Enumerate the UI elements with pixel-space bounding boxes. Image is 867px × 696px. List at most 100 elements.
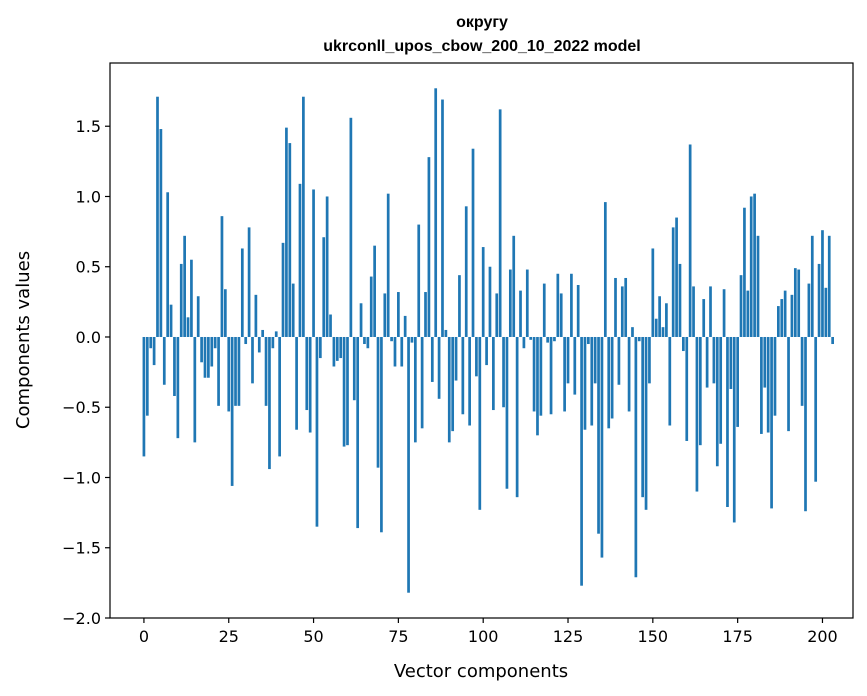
bar-183 <box>763 336 767 388</box>
bar-75 <box>397 292 400 337</box>
bar-120 <box>549 336 553 415</box>
bar-190 <box>787 336 790 432</box>
bar-80 <box>413 336 417 443</box>
bar-199 <box>817 263 821 337</box>
bar-93 <box>458 275 461 337</box>
bar-92 <box>454 336 458 381</box>
bar-14 <box>190 259 193 337</box>
bar-10 <box>176 336 180 439</box>
bar-111 <box>519 290 522 337</box>
bar-55 <box>329 314 332 337</box>
bar-193 <box>797 269 801 337</box>
bar-179 <box>749 196 753 337</box>
bar-196 <box>807 283 811 337</box>
chart-title-line-1: округу <box>456 14 508 31</box>
bar-0 <box>142 336 146 457</box>
bar-107 <box>505 336 509 489</box>
bar-136 <box>603 202 607 337</box>
bar-117 <box>539 336 543 416</box>
bar-153 <box>661 327 665 337</box>
y-tick-label: −1.0 <box>62 468 101 487</box>
x-tick-label: 0 <box>139 627 149 646</box>
x-axis-label: Vector components <box>394 661 568 682</box>
bar-79 <box>410 336 414 343</box>
bar-154 <box>665 303 668 337</box>
bar-172 <box>726 336 729 507</box>
bar-28 <box>237 336 241 406</box>
y-tick-label: −2.0 <box>62 609 101 628</box>
bar-149 <box>648 336 651 384</box>
bar-88 <box>441 99 444 337</box>
bar-141 <box>620 286 624 337</box>
x-tick-label: 200 <box>807 627 838 646</box>
bar-77 <box>403 315 407 337</box>
bar-108 <box>508 269 512 337</box>
bar-12 <box>183 235 186 337</box>
bar-197 <box>810 235 814 337</box>
bar-181 <box>756 235 760 337</box>
bar-156 <box>671 227 675 337</box>
bar-142 <box>624 277 628 337</box>
bar-165 <box>702 299 706 337</box>
bar-49 <box>308 336 312 433</box>
bar-21 <box>213 336 217 349</box>
bar-7 <box>166 192 170 337</box>
bar-89 <box>444 329 448 337</box>
bars-group <box>142 88 834 593</box>
bar-68 <box>373 245 376 337</box>
bar-40 <box>278 336 281 457</box>
bar-180 <box>753 193 756 337</box>
x-tick-label: 175 <box>722 627 753 646</box>
bar-140 <box>617 336 621 385</box>
bar-42 <box>285 127 288 337</box>
bar-63 <box>356 336 360 529</box>
bar-84 <box>427 157 431 337</box>
bar-96 <box>468 336 471 426</box>
bar-18 <box>203 336 207 378</box>
bar-163 <box>695 336 699 492</box>
x-tick-label: 125 <box>553 627 584 646</box>
bar-72 <box>386 193 390 337</box>
bar-115 <box>532 336 536 412</box>
bar-168 <box>712 336 716 384</box>
bar-74 <box>393 336 397 367</box>
bar-32 <box>251 336 254 384</box>
bar-53 <box>322 237 326 337</box>
bar-186 <box>773 336 777 416</box>
y-tick-label: −1.5 <box>62 539 101 558</box>
bar-169 <box>715 336 719 467</box>
bar-102 <box>488 266 492 337</box>
bar-192 <box>793 268 797 337</box>
bar-161 <box>688 144 692 337</box>
bar-123 <box>559 293 563 337</box>
bar-157 <box>675 217 678 337</box>
bar-143 <box>627 336 631 412</box>
bar-203 <box>831 336 834 345</box>
bar-36 <box>264 336 268 406</box>
bar-54 <box>325 196 329 337</box>
bar-50 <box>312 189 315 337</box>
bar-67 <box>369 276 373 337</box>
bar-1 <box>145 336 149 416</box>
bar-91 <box>451 336 455 432</box>
bar-124 <box>563 336 566 412</box>
bar-8 <box>169 304 173 337</box>
bar-148 <box>644 336 648 510</box>
bar-57 <box>335 336 339 361</box>
bar-30 <box>244 336 248 345</box>
bar-17 <box>200 336 203 363</box>
bar-20 <box>210 336 214 367</box>
bar-6 <box>162 336 166 385</box>
bar-109 <box>512 235 516 337</box>
bar-66 <box>366 336 370 349</box>
bar-122 <box>556 273 560 337</box>
bar-64 <box>359 303 363 337</box>
bar-19 <box>207 336 210 378</box>
bar-70 <box>380 336 383 533</box>
bar-24 <box>223 289 227 337</box>
bar-58 <box>339 336 343 359</box>
bar-162 <box>692 286 695 337</box>
bar-150 <box>651 248 655 337</box>
bar-4 <box>156 96 159 337</box>
